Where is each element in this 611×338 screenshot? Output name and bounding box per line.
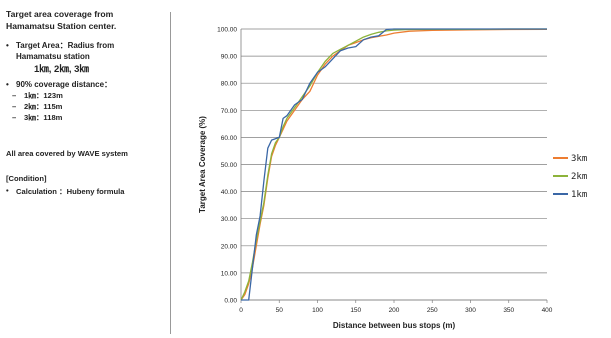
- legend-label-3km: 3km: [571, 154, 587, 164]
- legend-label-1km: 1km: [571, 190, 587, 200]
- x-tick-label: 200: [389, 307, 400, 314]
- series-line-2km: [240, 28, 547, 301]
- y-tick-label: 90.00: [221, 54, 238, 61]
- y-tick-label: 60.00: [221, 135, 238, 142]
- legend-label-2km: 2km: [571, 172, 587, 182]
- x-tick-label: 150: [350, 307, 361, 314]
- condition-item: Calculation ：Hubeny formula: [16, 187, 125, 196]
- x-tick-label: 0: [239, 307, 243, 314]
- coverage-distance-heading: 90% coverage distance：: [16, 80, 113, 89]
- coverage-item-1km: –1㎞：123m: [12, 91, 63, 100]
- x-axis-label: Distance between bus stops (m): [333, 321, 456, 330]
- y-tick-label: 0.00: [224, 298, 237, 305]
- x-tick-label: 400: [542, 307, 553, 314]
- radius-list: 1㎞, 2㎞, 3㎞: [34, 64, 89, 75]
- bullet-dot: •: [6, 80, 9, 89]
- y-axis-label: Target Area Coverage (%): [198, 116, 207, 213]
- bullet-target-area-line-1: Target Area：Radius from: [16, 41, 115, 50]
- coverage-item-3km: –3㎞：118m: [12, 113, 63, 122]
- bullet-dot: •: [6, 41, 9, 50]
- all-area-note: All area covered by WAVE system: [6, 149, 128, 158]
- sidebar-title: Target area coverage from Hamamatsu Stat…: [6, 8, 166, 32]
- x-tick-label: 50: [276, 307, 284, 314]
- x-tick-label: 350: [503, 307, 514, 314]
- title-line-2: Hamamatsu Station center.: [6, 21, 117, 31]
- x-tick-label: 300: [465, 307, 476, 314]
- bullet-target-area-line-2: Hamamatsu station: [16, 52, 90, 61]
- x-tick-label: 250: [427, 307, 438, 314]
- title-line-1: Target area coverage from: [6, 9, 114, 19]
- y-tick-label: 100.00: [217, 27, 237, 34]
- condition-block: [Condition] • Calculation ：Hubeny formul…: [6, 174, 166, 197]
- y-tick-label: 20.00: [221, 243, 238, 250]
- series-line-1km: [241, 28, 547, 301]
- bullet-coverage-distance: • 90% coverage distance： –1㎞：123m –2㎞：11…: [6, 79, 166, 123]
- condition-heading: [Condition]: [6, 174, 47, 183]
- y-tick-label: 50.00: [221, 162, 238, 169]
- y-tick-label: 40.00: [221, 189, 238, 196]
- bullet-target-area: • Target Area：Radius from Hamamatsu stat…: [6, 40, 166, 75]
- bullet-dot: •: [6, 186, 9, 195]
- coverage-item-2km: –2㎞：115m: [12, 102, 63, 111]
- y-tick-label: 10.00: [221, 270, 238, 277]
- y-tick-label: 70.00: [221, 108, 238, 115]
- sidebar: Target area coverage from Hamamatsu Stat…: [6, 8, 166, 197]
- x-tick-label: 100: [312, 307, 323, 314]
- y-tick-label: 30.00: [221, 216, 238, 223]
- divider-line: [170, 12, 171, 334]
- y-tick-label: 80.00: [221, 81, 238, 88]
